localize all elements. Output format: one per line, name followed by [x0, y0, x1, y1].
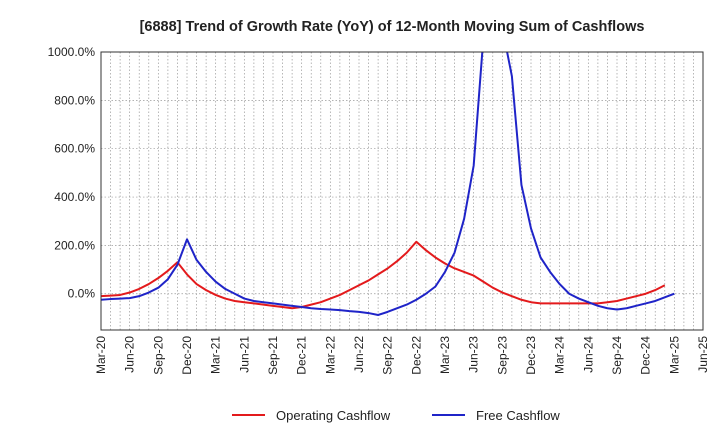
y-tick-label: 400.0%: [54, 190, 95, 204]
y-tick-label: 200.0%: [54, 238, 95, 252]
x-tick-label: Mar-24: [553, 336, 567, 374]
series-line-free-cashflow: [101, 52, 675, 317]
series-line-operating-cashflow: [101, 240, 666, 310]
x-tick-label: Dec-23: [524, 336, 538, 375]
x-tick-label: Mar-25: [667, 336, 681, 374]
x-tick-label: Dec-24: [639, 336, 653, 375]
x-tick-label: Jun-23: [467, 336, 481, 373]
x-tick-label: Dec-20: [180, 336, 194, 375]
y-axis: 0.0% 200.0% 400.0% 600.0% 800.0% 1000.0%: [48, 45, 96, 301]
x-tick-label: Mar-23: [438, 336, 452, 374]
x-tick-label: Mar-22: [323, 336, 337, 374]
x-tick-label: Sep-22: [381, 336, 395, 375]
x-tick-label: Dec-21: [295, 336, 309, 375]
x-tick-label: Sep-20: [151, 336, 165, 375]
legend-label-operating: Operating Cashflow: [276, 408, 391, 423]
y-tick-label: 1000.0%: [48, 45, 96, 59]
y-tick-label: 0.0%: [68, 287, 96, 301]
legend: Operating Cashflow Free Cashflow: [232, 408, 560, 423]
y-tick-label: 800.0%: [54, 93, 95, 107]
series-group: [101, 52, 675, 317]
x-tick-label: Sep-23: [495, 336, 509, 375]
y-tick-label: 600.0%: [54, 142, 95, 156]
x-tick-label: Sep-21: [266, 336, 280, 375]
x-tick-label: Mar-21: [209, 336, 223, 374]
x-axis: Mar-20 Jun-20 Sep-20 Dec-20 Mar-21 Jun-21 Sep-…: [94, 336, 710, 375]
x-tick-label: Jun-25: [696, 336, 710, 373]
x-tick-label: Jun-24: [581, 336, 595, 373]
x-tick-label: Mar-20: [94, 336, 108, 374]
x-tick-label: Dec-22: [409, 336, 423, 375]
x-tick-label: Jun-21: [237, 336, 251, 373]
x-tick-label: Jun-22: [352, 336, 366, 373]
plot-frame: [100, 51, 704, 331]
chart-title: [6888] Trend of Growth Rate (YoY) of 12-…: [140, 19, 645, 35]
legend-label-free: Free Cashflow: [476, 408, 560, 423]
grid: [101, 51, 703, 330]
x-tick-label: Jun-20: [123, 336, 137, 373]
x-tick-label: Sep-24: [610, 336, 624, 375]
